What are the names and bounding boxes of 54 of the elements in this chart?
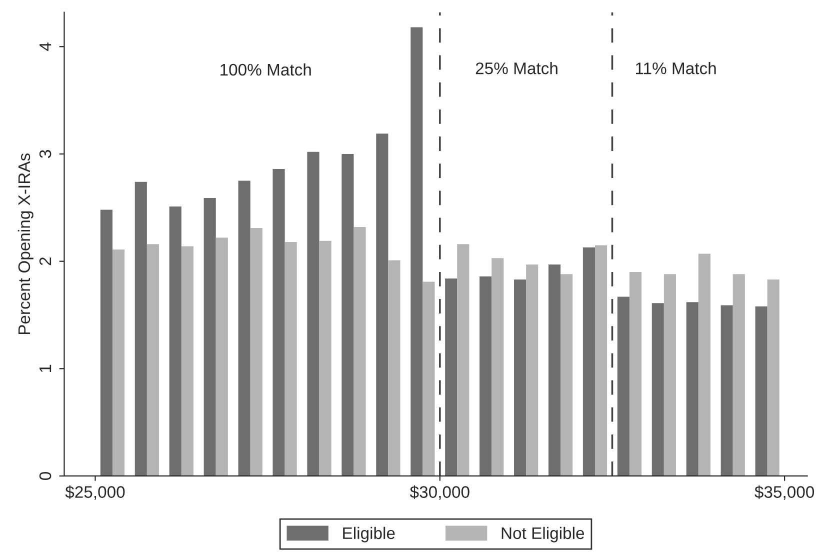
bar <box>560 274 573 476</box>
bar <box>526 264 538 476</box>
annotation: 25% Match <box>476 62 558 74</box>
annotation: 11% Match <box>636 62 716 74</box>
legend-label: Eligible <box>343 526 395 542</box>
bar <box>284 242 297 476</box>
bar <box>388 260 400 476</box>
bar <box>720 305 733 476</box>
annotation: 100% Match <box>220 63 311 76</box>
bar <box>457 244 470 476</box>
bar <box>307 152 320 476</box>
bar <box>629 272 642 476</box>
bar <box>169 206 182 476</box>
bar <box>146 244 159 476</box>
bar <box>100 210 112 476</box>
y-tick-label: 1 <box>40 364 52 372</box>
bar <box>181 246 194 476</box>
bar <box>204 198 216 476</box>
bar <box>342 154 354 476</box>
bar <box>445 278 458 476</box>
bar <box>548 264 561 476</box>
bar <box>617 296 630 476</box>
bar <box>250 228 262 476</box>
bar <box>732 274 745 476</box>
y-axis-title: Percent Opening X-IRAs <box>18 153 34 334</box>
bar <box>755 306 768 476</box>
bar <box>582 247 595 476</box>
bar <box>238 180 250 476</box>
bar <box>698 254 710 476</box>
bar <box>216 238 228 476</box>
bar <box>664 274 676 476</box>
bar <box>686 302 698 476</box>
legend-label: Not Eligible <box>502 526 584 542</box>
bar <box>354 226 366 476</box>
bar <box>492 258 504 476</box>
x-tick-label: $35,000 <box>754 485 814 500</box>
bar <box>514 280 526 476</box>
bar <box>112 249 125 476</box>
bar <box>767 280 780 476</box>
bar <box>376 134 388 476</box>
bar <box>480 276 492 476</box>
x-tick-label: $30,000 <box>410 485 470 500</box>
y-tick-label: 2 <box>39 258 52 266</box>
x-tick-label: $25,000 <box>65 485 125 500</box>
y-tick-label: 4 <box>40 42 52 51</box>
bar <box>134 182 147 476</box>
bar <box>422 282 435 476</box>
bar <box>272 168 285 476</box>
bar <box>652 303 664 476</box>
y-tick-label: 0 <box>39 472 52 480</box>
bar <box>410 27 423 476</box>
bar <box>319 240 332 476</box>
y-tick-label: 3 <box>39 150 52 158</box>
bar <box>595 245 608 476</box>
